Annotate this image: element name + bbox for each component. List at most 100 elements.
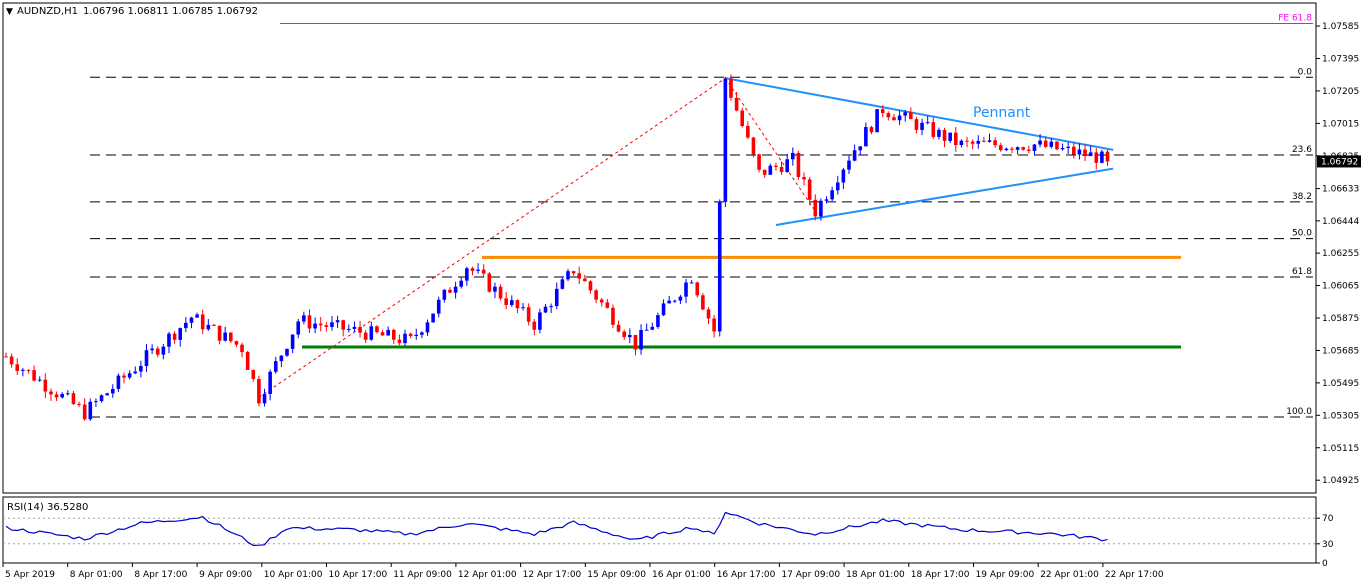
y-tick-label: 1.06065 xyxy=(1322,282,1359,292)
candle-body xyxy=(178,328,183,340)
candle-body xyxy=(229,332,233,342)
x-tick-label: 8 Apr 01:00 xyxy=(70,570,123,580)
candle-body xyxy=(425,322,430,333)
candle-body xyxy=(290,334,295,349)
candle-body xyxy=(49,391,53,395)
candle-body xyxy=(189,317,194,323)
candle-body xyxy=(82,404,87,420)
candle-body xyxy=(1032,144,1037,151)
candle-body xyxy=(273,361,278,372)
candle-body xyxy=(942,129,947,141)
candle-body xyxy=(785,159,789,173)
candle-body xyxy=(672,300,677,302)
y-tick-label: 1.07395 xyxy=(1322,54,1359,64)
x-tick-label: 19 Apr 09:00 xyxy=(976,570,1035,580)
candle-body xyxy=(695,282,700,296)
x-tick-label: 22 Apr 17:00 xyxy=(1105,570,1164,580)
candle-body xyxy=(127,373,132,378)
candle-body xyxy=(1088,152,1093,157)
x-tick-label: 8 Apr 17:00 xyxy=(134,570,187,580)
candle-body xyxy=(223,332,227,341)
candle-body xyxy=(110,388,115,394)
candle-body xyxy=(1072,146,1076,155)
candle-body xyxy=(71,393,76,404)
x-tick-label: 17 Apr 09:00 xyxy=(781,570,840,580)
candle-body xyxy=(729,78,733,98)
candle-body xyxy=(487,273,492,292)
candle-body xyxy=(1055,141,1059,150)
candle-body xyxy=(470,268,475,271)
candle-body xyxy=(616,324,621,332)
rsi-panel-frame xyxy=(2,496,1317,564)
candle-body xyxy=(684,282,688,297)
candle-body xyxy=(335,320,340,323)
y-tick-label: 1.06633 xyxy=(1322,185,1359,195)
candle-body xyxy=(217,325,222,341)
candle-body xyxy=(717,201,722,332)
candle-body xyxy=(279,355,284,362)
candle-body xyxy=(358,326,362,333)
candle-body xyxy=(982,140,986,142)
candle-body xyxy=(560,279,565,289)
candle-body xyxy=(734,97,739,111)
candle-body xyxy=(1100,151,1104,163)
candle-body xyxy=(768,165,773,175)
candle-body xyxy=(26,369,31,371)
candle-body xyxy=(830,190,834,200)
x-tick-label: 5 Apr 2019 xyxy=(5,570,55,580)
candle-body xyxy=(257,378,261,404)
candle-body xyxy=(481,269,486,274)
candle-body xyxy=(313,323,317,329)
candle-body xyxy=(240,344,244,353)
x-tick-label: 12 Apr 17:00 xyxy=(523,570,582,580)
candle-body xyxy=(611,307,615,325)
candle-body xyxy=(1094,152,1099,163)
candle-body xyxy=(1021,147,1026,150)
candle-body xyxy=(762,169,767,175)
candle-body xyxy=(1027,149,1031,151)
candle-body xyxy=(678,296,683,301)
candle-body xyxy=(554,288,559,307)
candle-body xyxy=(779,166,784,173)
candle-body xyxy=(296,321,301,335)
candle-body xyxy=(212,324,216,326)
candle-body xyxy=(436,299,441,314)
candle-body xyxy=(386,329,390,336)
candle-body xyxy=(1010,148,1014,150)
candle-body xyxy=(195,314,199,318)
y-tick-label: 1.07585 xyxy=(1322,22,1359,32)
candle-body xyxy=(43,379,48,392)
x-tick-label: 18 Apr 01:00 xyxy=(846,570,905,580)
candle-body xyxy=(723,78,728,202)
candle-body xyxy=(543,306,548,313)
candle-body xyxy=(324,325,329,327)
candle-body xyxy=(37,379,42,381)
chart-symbol: AUDNZD,H1 xyxy=(17,6,78,17)
candle-body xyxy=(538,312,542,330)
candle-body xyxy=(262,393,267,404)
candle-body xyxy=(369,326,374,340)
candle-body xyxy=(937,129,941,137)
candle-body xyxy=(510,300,514,306)
candle-body xyxy=(4,356,8,358)
candle-body xyxy=(869,127,874,133)
x-tick-label: 18 Apr 17:00 xyxy=(911,570,970,580)
candle-body xyxy=(476,269,480,271)
candle-body xyxy=(150,348,154,351)
candle-body xyxy=(622,331,626,338)
x-tick-label: 22 Apr 01:00 xyxy=(1040,570,1099,580)
candle-body xyxy=(1083,149,1087,157)
candle-body xyxy=(880,109,885,114)
candle-body xyxy=(751,137,756,155)
candle-body xyxy=(21,369,25,371)
level-label: 0.0 xyxy=(1298,67,1313,77)
candle-body xyxy=(903,112,907,116)
rsi-y-tick-label: 0 xyxy=(1322,559,1328,569)
candle-body xyxy=(330,322,334,327)
candle-body xyxy=(375,326,379,333)
candle-body xyxy=(380,332,385,336)
candle-body xyxy=(953,132,958,145)
candle-body xyxy=(740,110,745,126)
